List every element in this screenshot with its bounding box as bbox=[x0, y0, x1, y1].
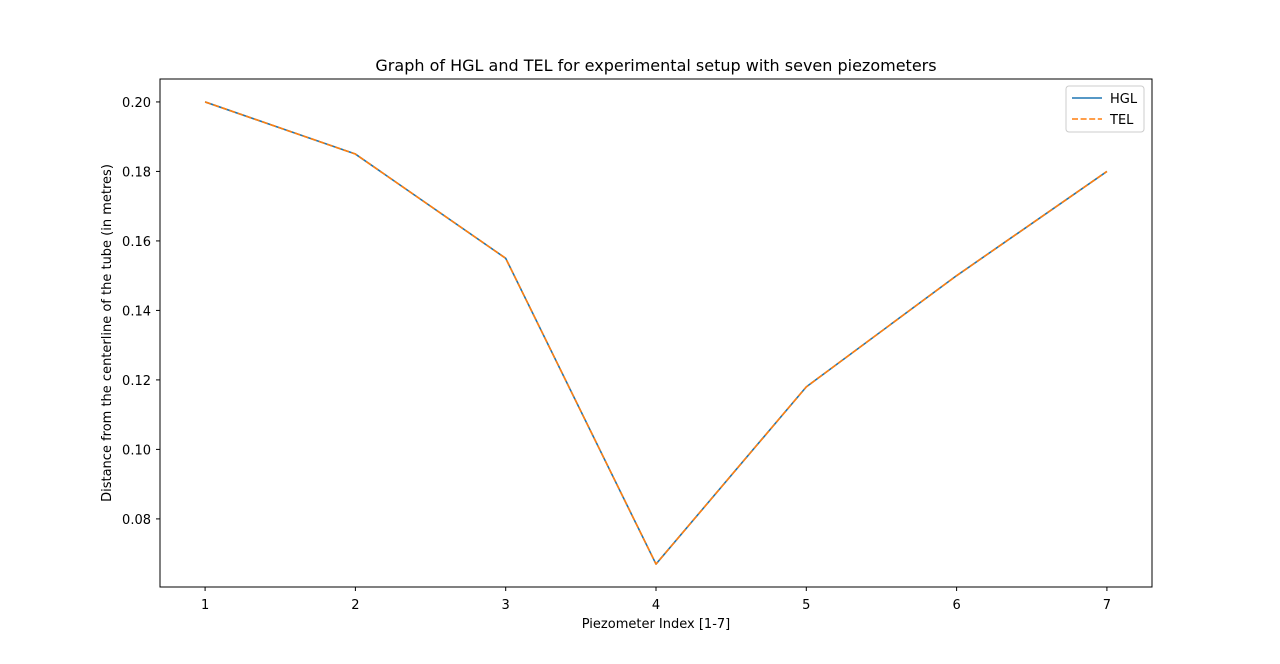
chart-title: Graph of HGL and TEL for experimental se… bbox=[375, 56, 936, 75]
series-line-tel bbox=[204, 101, 1108, 565]
y-tick-label: 0.18 bbox=[122, 165, 151, 180]
x-tick-label: 1 bbox=[201, 598, 209, 613]
x-tick-label: 7 bbox=[1103, 598, 1111, 613]
x-axis-ticks: 1 2 3 4 5 6 7 bbox=[201, 587, 1111, 613]
y-tick-label: 0.20 bbox=[122, 96, 151, 111]
x-tick-label: 5 bbox=[802, 598, 810, 613]
y-axis-label: Distance from the centerline of the tube… bbox=[100, 164, 115, 502]
legend-label-hgl: HGL bbox=[1110, 92, 1138, 107]
y-axis-ticks: 0.08 0.10 0.12 0.14 0.16 0.18 0.20 bbox=[122, 96, 160, 528]
y-tick-label: 0.16 bbox=[122, 235, 151, 250]
series-line-hgl bbox=[204, 101, 1108, 565]
y-tick-label: 0.14 bbox=[122, 304, 151, 319]
y-tick-label: 0.10 bbox=[122, 443, 151, 458]
series-lines bbox=[204, 101, 1108, 565]
y-tick-label: 0.12 bbox=[122, 374, 151, 389]
legend-label-tel: TEL bbox=[1109, 113, 1134, 128]
x-tick-label: 3 bbox=[502, 598, 510, 613]
x-tick-label: 4 bbox=[652, 598, 660, 613]
x-tick-label: 2 bbox=[351, 598, 359, 613]
legend: HGL TEL bbox=[1065, 85, 1145, 133]
x-tick-label: 6 bbox=[952, 598, 960, 613]
x-axis-label: Piezometer Index [1-7] bbox=[582, 617, 730, 632]
plot-area-frame bbox=[159, 78, 1153, 588]
y-tick-label: 0.08 bbox=[122, 513, 151, 528]
